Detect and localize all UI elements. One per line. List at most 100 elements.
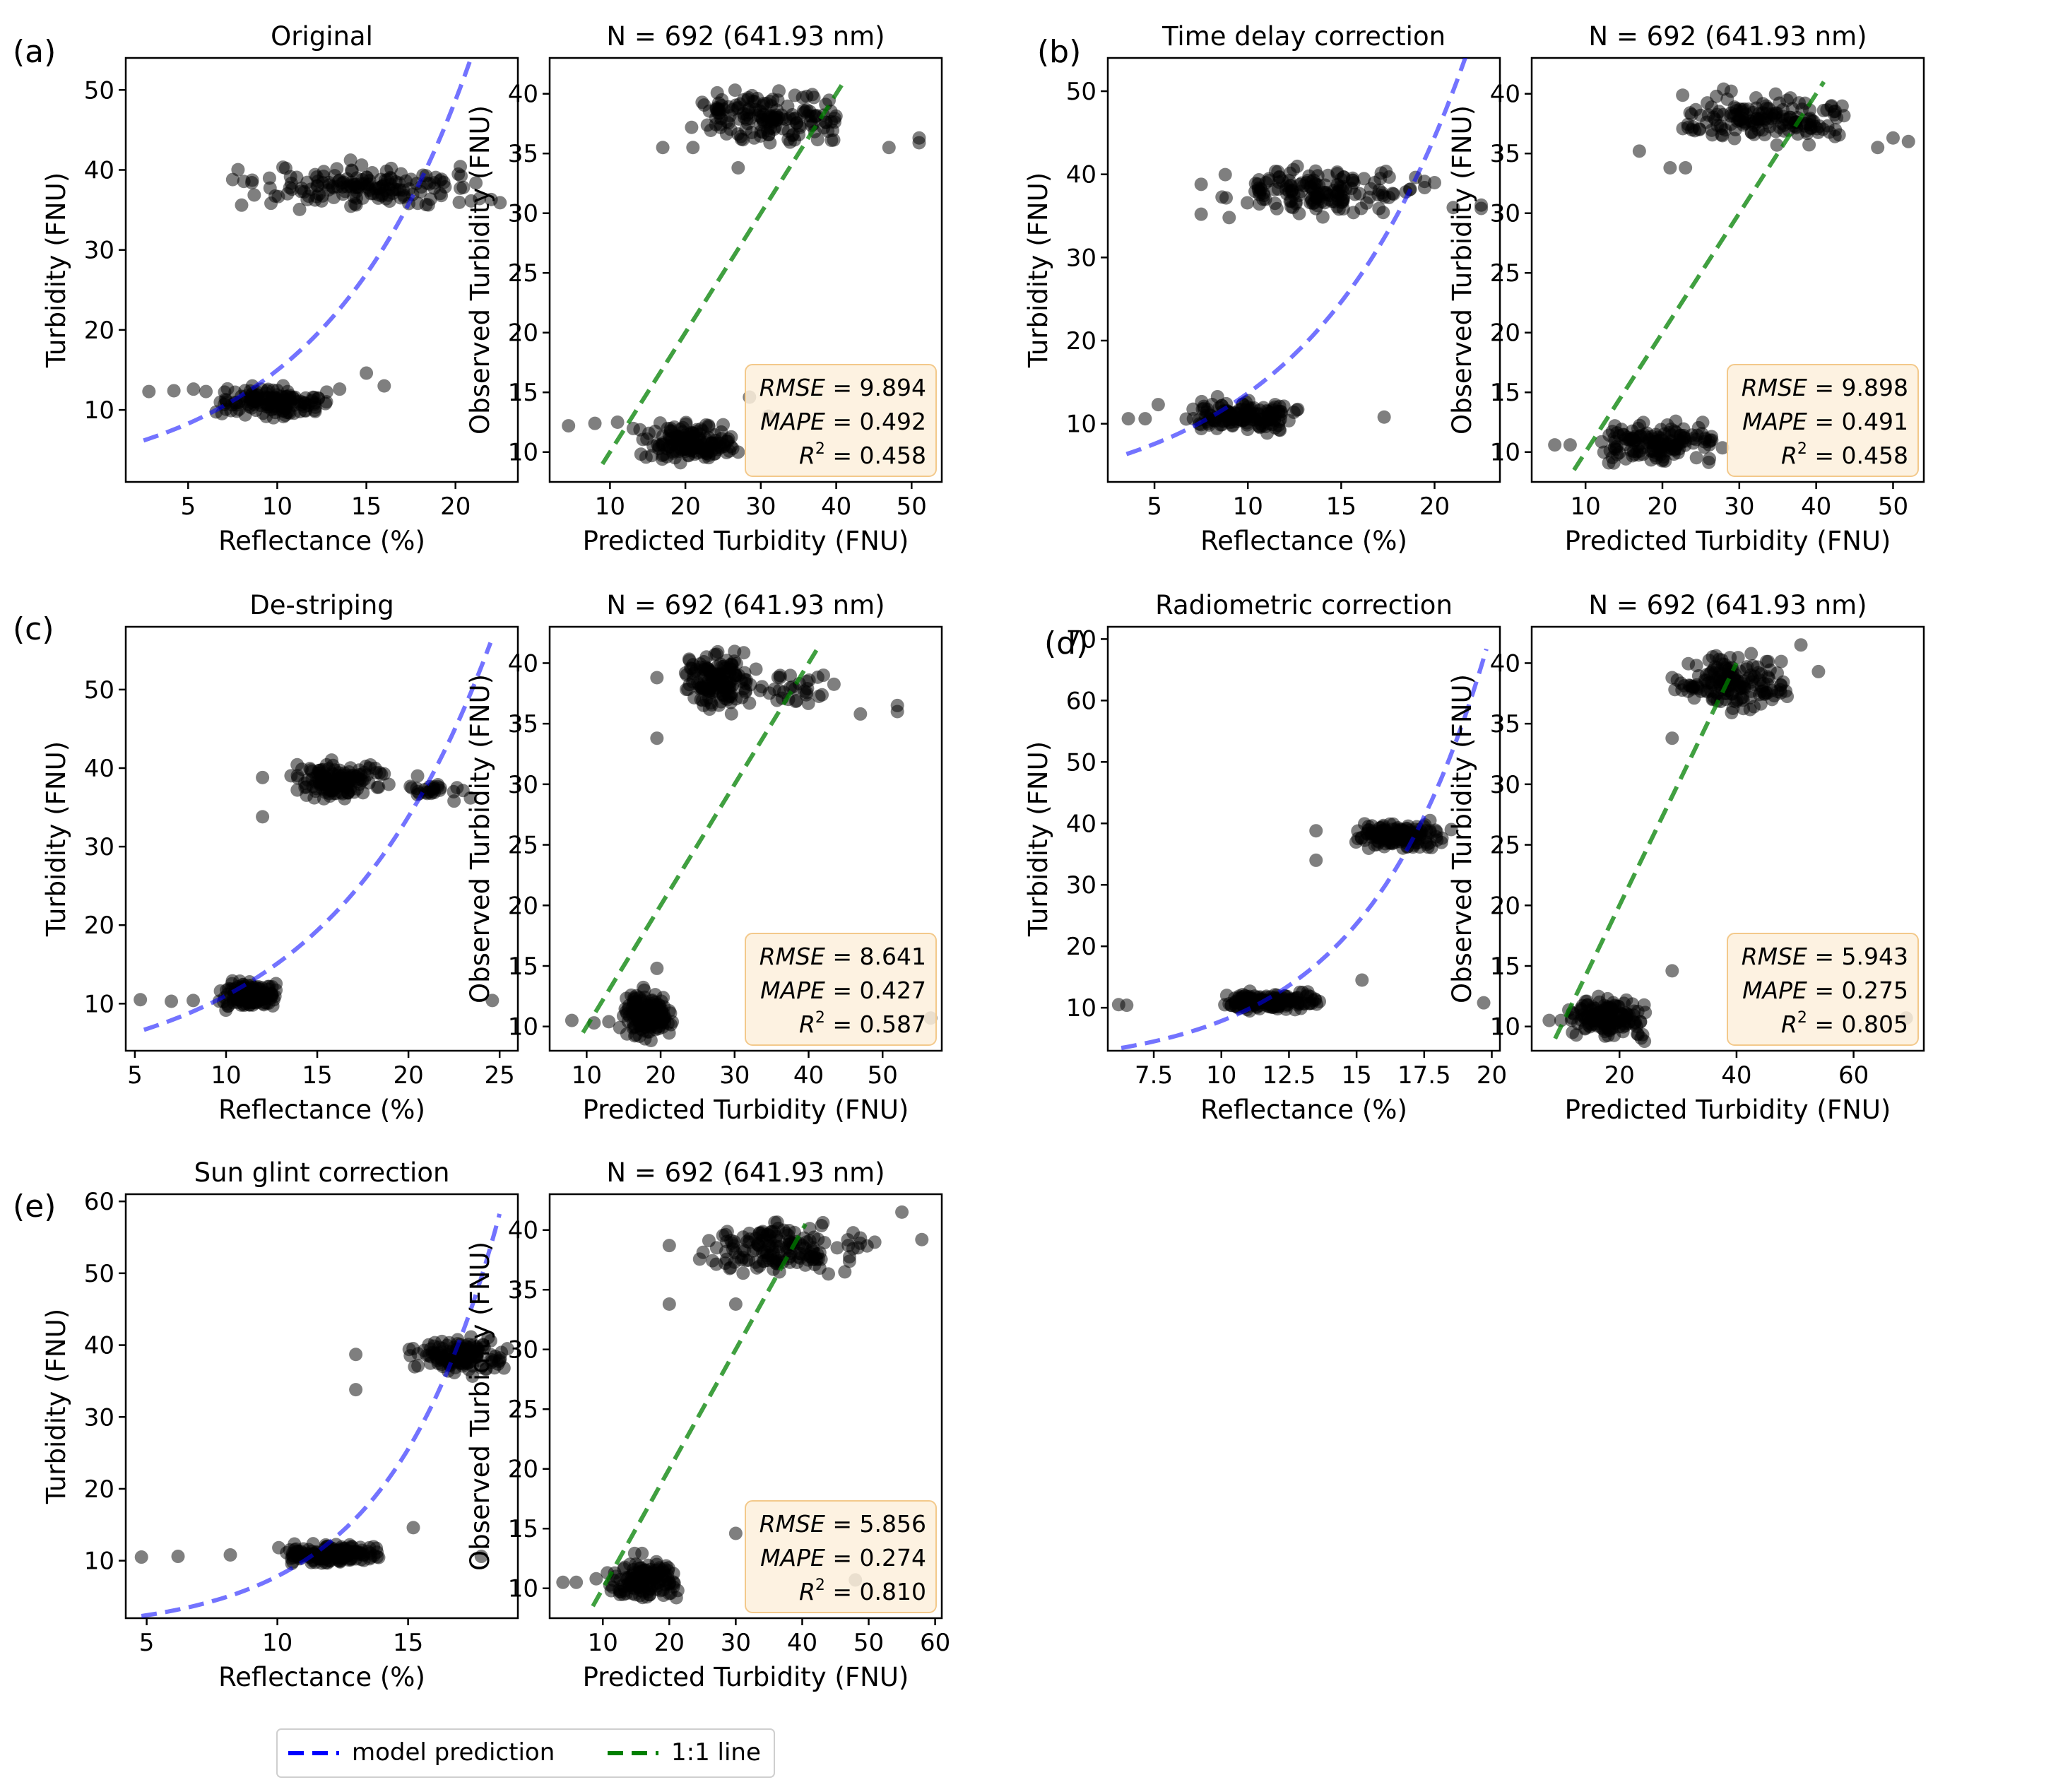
- x-axis-label: Reflectance (%): [1200, 526, 1407, 556]
- y-tick-label: 10: [1066, 994, 1096, 1022]
- plot-area: [134, 642, 500, 1032]
- data-point: [723, 122, 738, 136]
- data-point: [610, 415, 625, 429]
- panel-title: N = 692 (641.93 nm): [1588, 21, 1867, 52]
- x-tick-label: 20: [1604, 1061, 1635, 1090]
- data-point: [1253, 187, 1267, 201]
- data-point: [1779, 684, 1793, 698]
- x-tick-label: 50: [897, 493, 927, 521]
- subplot-d-left: Radiometric correction (d) 7.5 10 12.5 15 17.5…: [1023, 590, 1507, 1125]
- y-tick-label: 20: [1066, 327, 1096, 355]
- x-tick-label: 10: [262, 493, 292, 521]
- x-tick-label: 10: [1206, 1061, 1236, 1090]
- data-point: [1429, 823, 1443, 837]
- x-tick-label: 10: [262, 1629, 292, 1657]
- data-point: [379, 164, 394, 178]
- data-point: [740, 112, 754, 126]
- data-point: [1686, 120, 1701, 134]
- y-tick-label: 35: [508, 1276, 538, 1304]
- x-tick-label: 20: [1647, 493, 1677, 521]
- subplot-a-left: Original (a) 5 10 15 20 10 20 30 40 50 Reflectance …: [13, 21, 519, 556]
- data-point: [749, 662, 763, 676]
- data-point: [324, 753, 338, 767]
- data-point: [432, 1340, 447, 1355]
- y-tick-label: 40: [84, 755, 114, 783]
- data-point: [1751, 660, 1765, 674]
- data-point: [784, 668, 798, 683]
- data-point: [624, 988, 638, 1002]
- data-point: [1385, 187, 1400, 201]
- data-point: [1756, 676, 1771, 690]
- subplot-a-right: N = 692 (641.93 nm) 10 20 30 40 50 10 15 20 25 30 3…: [465, 21, 943, 556]
- data-point: [377, 379, 391, 393]
- data-point: [333, 382, 347, 396]
- stats-box: [745, 364, 937, 477]
- stat-mape: MAPE = 0.492: [760, 408, 926, 435]
- y-axis-label: Observed Turbidity (FNU): [465, 1242, 495, 1571]
- y-tick-label: 15: [508, 379, 538, 407]
- y-tick-label: 20: [1490, 892, 1520, 920]
- data-point: [427, 782, 441, 796]
- data-point: [1424, 840, 1438, 854]
- data-point: [341, 785, 355, 799]
- data-point: [1272, 170, 1287, 184]
- data-point: [1701, 676, 1715, 690]
- x-tick-label: 40: [1801, 493, 1831, 521]
- data-point: [1194, 177, 1208, 191]
- data-point: [564, 1013, 579, 1027]
- x-tick-label: 20: [1419, 493, 1450, 521]
- data-point: [355, 158, 369, 172]
- data-point: [313, 777, 327, 791]
- data-point: [338, 184, 353, 199]
- x-tick-label: 40: [787, 1629, 817, 1657]
- x-tick-label: 17.5: [1397, 1061, 1451, 1090]
- data-point: [801, 696, 815, 710]
- data-point: [868, 1235, 882, 1249]
- y-tick-label: 10: [84, 1548, 114, 1576]
- data-point: [1248, 177, 1263, 191]
- data-point: [912, 131, 926, 145]
- data-point: [1292, 206, 1306, 220]
- data-point: [644, 1033, 658, 1047]
- data-point: [266, 399, 280, 413]
- data-point: [1273, 423, 1287, 437]
- data-point: [1663, 160, 1677, 175]
- panel-title: Time delay correction: [1161, 21, 1446, 52]
- data-point: [1347, 206, 1361, 220]
- y-tick-label: 20: [508, 1456, 538, 1484]
- data-point: [1705, 433, 1719, 447]
- data-point: [686, 658, 700, 672]
- panel-title: N = 692 (641.93 nm): [1588, 590, 1867, 620]
- stat-rmse: RMSE = 5.856: [759, 1510, 926, 1538]
- data-point: [650, 731, 664, 745]
- data-point: [853, 707, 868, 721]
- data-point: [812, 689, 826, 703]
- x-tick-label: 5: [139, 1629, 155, 1657]
- x-tick-label: 50: [853, 1629, 884, 1657]
- data-point: [1747, 127, 1761, 141]
- data-point: [142, 384, 156, 399]
- x-tick-label: 20: [393, 1061, 423, 1090]
- data-point: [1677, 431, 1691, 445]
- data-point: [231, 163, 245, 177]
- data-point: [1347, 176, 1361, 190]
- data-point: [1378, 823, 1393, 837]
- data-point: [221, 999, 235, 1013]
- data-point: [1598, 1000, 1612, 1014]
- y-tick-label: 20: [1490, 319, 1520, 348]
- data-point: [662, 1239, 676, 1253]
- data-point: [375, 179, 389, 194]
- data-point: [764, 99, 779, 113]
- data-point: [1618, 1009, 1632, 1023]
- data-point: [278, 161, 292, 175]
- y-tick-label: 30: [508, 200, 538, 228]
- data-point: [708, 648, 722, 662]
- data-point: [1120, 998, 1134, 1013]
- y-tick-label: 50: [1066, 748, 1096, 777]
- data-point: [690, 441, 704, 455]
- data-point: [627, 1029, 642, 1043]
- data-point: [720, 1225, 734, 1239]
- data-point: [1702, 455, 1716, 469]
- data-point: [249, 403, 263, 418]
- data-point: [1608, 419, 1622, 433]
